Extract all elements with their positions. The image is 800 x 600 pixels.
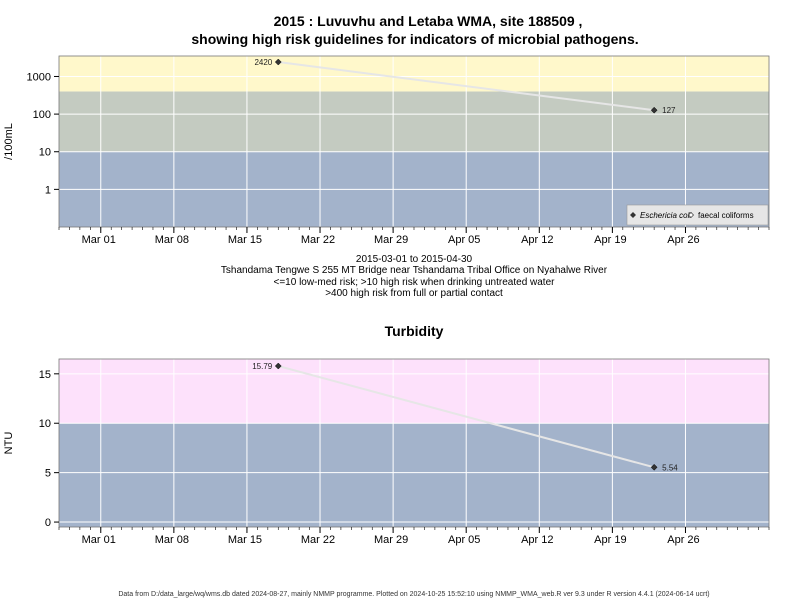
- turbidity-x-tick-label: Mar 15: [228, 534, 262, 546]
- ecoli-band-2: [59, 56, 769, 92]
- ecoli-x-tick-label: Mar 01: [82, 234, 116, 246]
- turbidity-series-line: [278, 365, 655, 469]
- ecoli-legend-label: faecal coliforms: [698, 211, 754, 220]
- caption-contact-guideline: >400 high risk from full or partial cont…: [325, 288, 503, 299]
- turbidity-y-tick-label: 10: [39, 418, 51, 430]
- caption-site: Tshandama Tengwe S 255 MT Bridge near Ts…: [221, 265, 608, 276]
- ecoli-panel: Mar 01 Mar 08 Mar 15 Mar 22 Mar 29 Apr 05 Apr …: [3, 55, 770, 246]
- ecoli-data-point: [650, 106, 658, 114]
- ecoli-series-line: [278, 61, 655, 112]
- ecoli-x-tick-label: Apr 19: [594, 234, 626, 246]
- turbidity-y-tick-label: 15: [39, 369, 51, 381]
- ecoli-x-tick-label: Apr 26: [667, 234, 699, 246]
- turbidity-x-tick-label: Apr 05: [448, 534, 480, 546]
- caption-drinking-guideline: <=10 low-med risk; >10 high risk when dr…: [274, 277, 556, 288]
- caption-date-range: 2015-03-01 to 2015-04-30: [356, 254, 473, 265]
- ecoli-legend-marker: [688, 212, 694, 218]
- turbidity-x-tick-label: Mar 01: [82, 534, 116, 546]
- turbidity-data-label: 15.79: [252, 362, 273, 371]
- turbidity-data-label: 5.54: [662, 463, 678, 472]
- footer-note: Data from D:/data_large/wq/wms.db dated …: [118, 591, 709, 598]
- ecoli-x-tick-label: Apr 12: [521, 234, 553, 246]
- turbidity-title: Turbidity: [385, 323, 444, 339]
- ecoli-x-tick-label: Apr 05: [448, 234, 480, 246]
- ecoli-x-tick-label: Mar 29: [374, 234, 408, 246]
- ecoli-y-tick-label: 1: [45, 184, 51, 196]
- turbidity-y-tick-label: 0: [45, 517, 51, 529]
- turbidity-panel: Mar 01 Mar 08 Mar 15 Mar 22 Mar 29 Apr 05 Apr …: [3, 358, 770, 546]
- chart-title-line1: 2015 : Luvuvhu and Letaba WMA, site 1885…: [274, 13, 583, 29]
- ecoli-data-label: 127: [662, 106, 676, 115]
- turbidity-x-tick-label: Apr 12: [521, 534, 553, 546]
- ecoli-legend-label: Eschericia coli: [640, 211, 691, 220]
- ecoli-data-label: 2420: [254, 58, 272, 67]
- turbidity-data-point: [274, 362, 282, 370]
- turbidity-band-1: [59, 359, 769, 424]
- ecoli-x-tick-label: Mar 22: [301, 234, 335, 246]
- turbidity-y-axis-label: NTU: [3, 432, 15, 455]
- ecoli-y-tick-label: 10: [39, 147, 51, 159]
- turbidity-x-tick-label: Mar 29: [374, 534, 408, 546]
- ecoli-y-tick-label: 1000: [27, 71, 51, 83]
- turbidity-band-0: [59, 423, 769, 527]
- turbidity-data-point: [650, 463, 658, 471]
- ecoli-data-point: [274, 58, 282, 66]
- chart-title-line2: showing high risk guidelines for indicat…: [191, 31, 638, 47]
- ecoli-legend-marker: [630, 212, 636, 218]
- ecoli-band-1: [59, 91, 769, 152]
- ecoli-x-tick-label: Mar 08: [155, 234, 189, 246]
- turbidity-y-tick-label: 5: [45, 468, 51, 480]
- turbidity-x-tick-label: Apr 26: [667, 534, 699, 546]
- turbidity-x-tick-label: Apr 19: [594, 534, 626, 546]
- ecoli-y-axis-label: /100mL: [3, 123, 15, 160]
- turbidity-x-tick-label: Mar 22: [301, 534, 335, 546]
- turbidity-x-tick-label: Mar 08: [155, 534, 189, 546]
- ecoli-legend-box: [626, 204, 769, 226]
- ecoli-x-tick-label: Mar 15: [228, 234, 262, 246]
- ecoli-y-tick-label: 100: [33, 109, 51, 121]
